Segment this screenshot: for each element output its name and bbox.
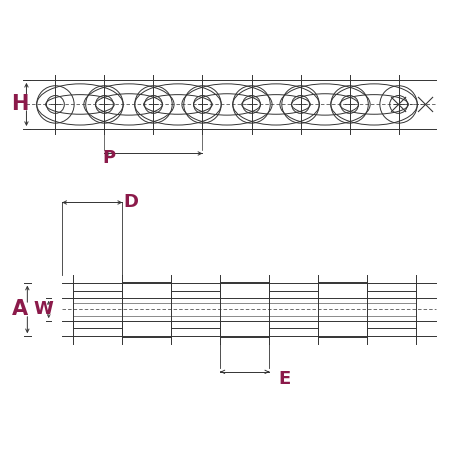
Text: E: E bbox=[279, 370, 291, 388]
Text: H: H bbox=[11, 94, 29, 114]
Text: W: W bbox=[34, 301, 53, 318]
Text: D: D bbox=[123, 193, 138, 212]
Text: P: P bbox=[102, 149, 115, 167]
Text: A: A bbox=[12, 300, 28, 320]
